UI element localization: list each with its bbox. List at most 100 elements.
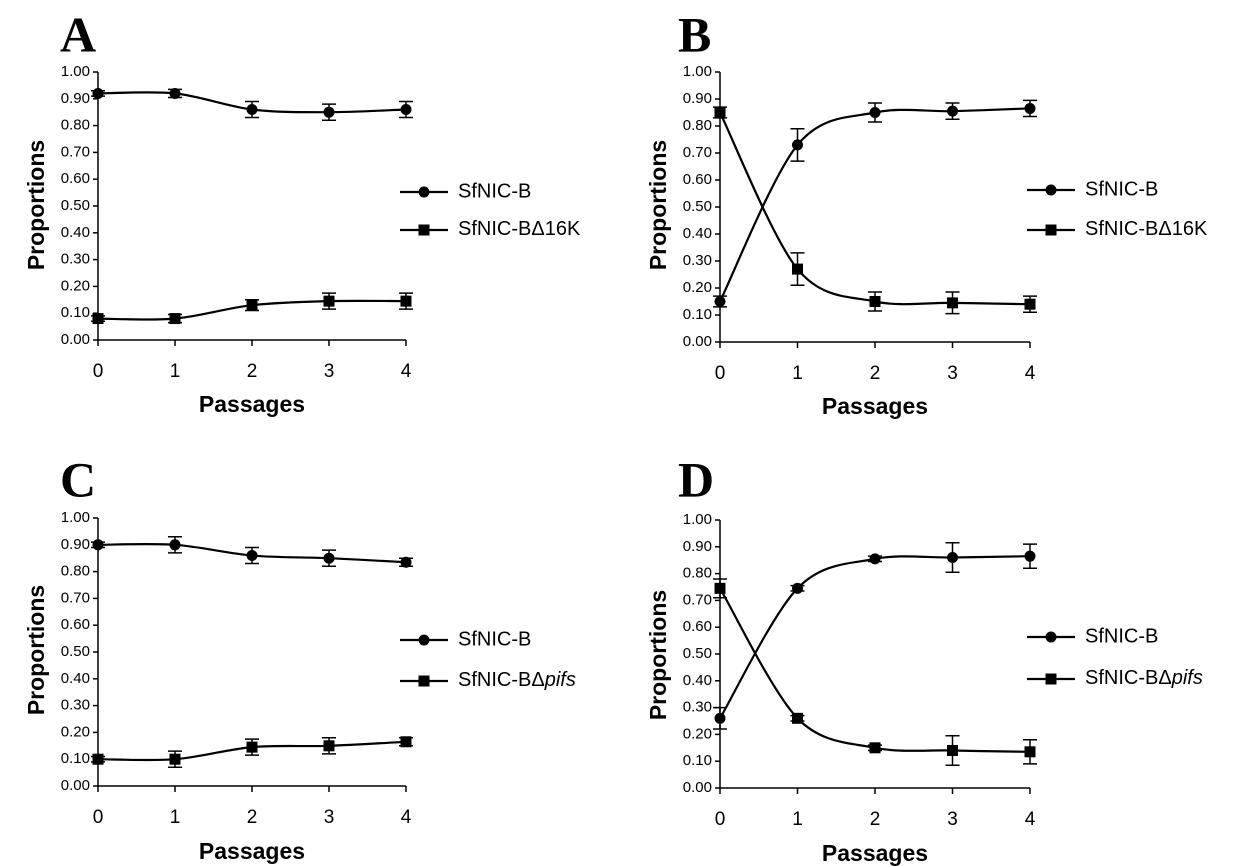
y-tick-label: 0.50: [683, 645, 712, 662]
legend-label: SfNIC-BΔpifs: [1085, 667, 1203, 689]
legend-marker-square: [1045, 673, 1057, 685]
data-point-square: [792, 712, 803, 724]
data-point-square: [869, 742, 881, 754]
x-tick-label: 4: [1025, 809, 1036, 830]
data-point-square: [92, 753, 104, 765]
series-mutant: [713, 578, 1037, 766]
legend-entry-wildtype: SfNIC-B: [1027, 625, 1158, 647]
x-tick-label: 4: [1025, 363, 1036, 384]
legend-marker-square: [418, 224, 430, 236]
legend-entry-wildtype: SfNIC-B: [400, 628, 531, 650]
x-axis-title: Passages: [199, 838, 305, 864]
legend-label: SfNIC-BΔ16K: [458, 218, 581, 240]
data-point-square: [792, 263, 803, 275]
panel-letter-d: D: [678, 451, 714, 507]
y-tick-label: 0.10: [683, 306, 712, 323]
data-point-square: [1024, 298, 1036, 310]
legend-marker-circle: [418, 186, 430, 198]
data-point-square: [947, 297, 958, 309]
data-point-circle: [714, 712, 726, 724]
legend-entry-mutant: SfNIC-BΔpifs: [400, 669, 576, 691]
y-tick-label: 0.80: [683, 565, 712, 582]
y-tick-label: 0.90: [683, 538, 712, 555]
data-point-circle: [792, 139, 803, 151]
data-point-circle: [792, 582, 803, 594]
legend-label: SfNIC-B: [458, 628, 531, 650]
x-tick-label: 3: [324, 361, 335, 382]
y-tick-label: 1.00: [683, 511, 712, 528]
x-tick-label: 4: [401, 807, 412, 828]
y-tick-label: 0.20: [61, 723, 90, 740]
data-point-circle: [246, 550, 258, 562]
y-tick-label: 0.50: [61, 643, 90, 660]
data-point-circle: [947, 552, 958, 564]
data-point-square: [246, 299, 258, 311]
y-tick-label: 0.10: [61, 750, 90, 767]
data-point-square: [323, 740, 335, 752]
y-tick-label: 0.40: [61, 670, 90, 687]
x-tick-label: 1: [792, 809, 803, 830]
y-tick-label: 0.10: [61, 304, 90, 321]
data-point-circle: [323, 552, 335, 564]
legend-marker-square: [418, 675, 430, 687]
data-point-circle: [92, 87, 104, 99]
data-point-square: [869, 296, 881, 307]
series-line-mutant: [719, 587, 1031, 753]
x-tick-label: 2: [247, 807, 258, 828]
data-point-circle: [169, 539, 181, 551]
x-tick-label: 3: [947, 809, 958, 830]
legend-entry-mutant: SfNIC-BΔ16K: [400, 218, 581, 240]
data-point-square: [400, 736, 412, 748]
data-point-circle: [1024, 550, 1036, 562]
panel-letter-c: C: [60, 451, 96, 507]
legend-entry-mutant: SfNIC-BΔpifs: [1027, 667, 1203, 689]
panel-letter-b: B: [678, 6, 711, 62]
legend-label: SfNIC-BΔpifs: [458, 669, 576, 691]
y-tick-label: 0.20: [683, 725, 712, 742]
data-point-circle: [869, 553, 881, 565]
data-point-square: [947, 744, 958, 756]
y-tick-label: 0.60: [61, 170, 90, 187]
x-tick-label: 4: [401, 361, 412, 382]
legend-entry-wildtype: SfNIC-B: [400, 180, 531, 202]
x-tick-label: 0: [93, 361, 104, 382]
legend-label: SfNIC-BΔ16K: [1085, 218, 1208, 240]
data-point-circle: [714, 296, 726, 307]
data-point-square: [714, 107, 726, 118]
data-point-square: [246, 741, 258, 753]
chart-panel-d: D 0.00 0.10 0.20 0.30 0.40 0.50 0.60 0.70 0.80 0.9…: [645, 451, 1203, 866]
series-wildtype: [91, 87, 413, 121]
y-tick-label: 0.90: [683, 90, 712, 107]
x-tick-label: 0: [93, 807, 104, 828]
legend-marker-circle: [1045, 184, 1057, 196]
y-tick-label: 0.60: [61, 616, 90, 633]
y-tick-label: 0.00: [683, 779, 712, 796]
series-wildtype: [91, 536, 413, 568]
series-mutant: [713, 106, 1037, 315]
y-tick-label: 0.70: [61, 589, 90, 606]
data-point-circle: [169, 87, 181, 99]
y-tick-label: 0.40: [683, 672, 712, 689]
data-point-circle: [1024, 102, 1036, 114]
y-tick-label: 1.00: [61, 509, 90, 526]
x-axis-title: Passages: [199, 391, 305, 417]
legend-marker-square: [1045, 224, 1057, 236]
y-tick-label: 0.80: [61, 117, 90, 134]
y-axis-title: Proportions: [645, 140, 671, 270]
legend-label: SfNIC-B: [1085, 625, 1158, 647]
y-tick-label: 0.90: [61, 90, 90, 107]
legend-entry-mutant: SfNIC-BΔ16K: [1027, 218, 1208, 240]
y-tick-label: 0.70: [61, 143, 90, 160]
series-line-wildtype: [719, 107, 1031, 302]
y-axis-title: Proportions: [23, 140, 49, 270]
data-point-circle: [323, 106, 335, 118]
x-tick-label: 2: [247, 361, 258, 382]
y-tick-label: 0.60: [683, 171, 712, 188]
y-tick-label: 0.50: [683, 198, 712, 215]
legend-marker-circle: [1045, 631, 1057, 643]
series-wildtype: [713, 542, 1037, 730]
series-line-mutant: [719, 112, 1031, 306]
series-mutant: [91, 736, 413, 768]
y-tick-label: 0.30: [683, 252, 712, 269]
